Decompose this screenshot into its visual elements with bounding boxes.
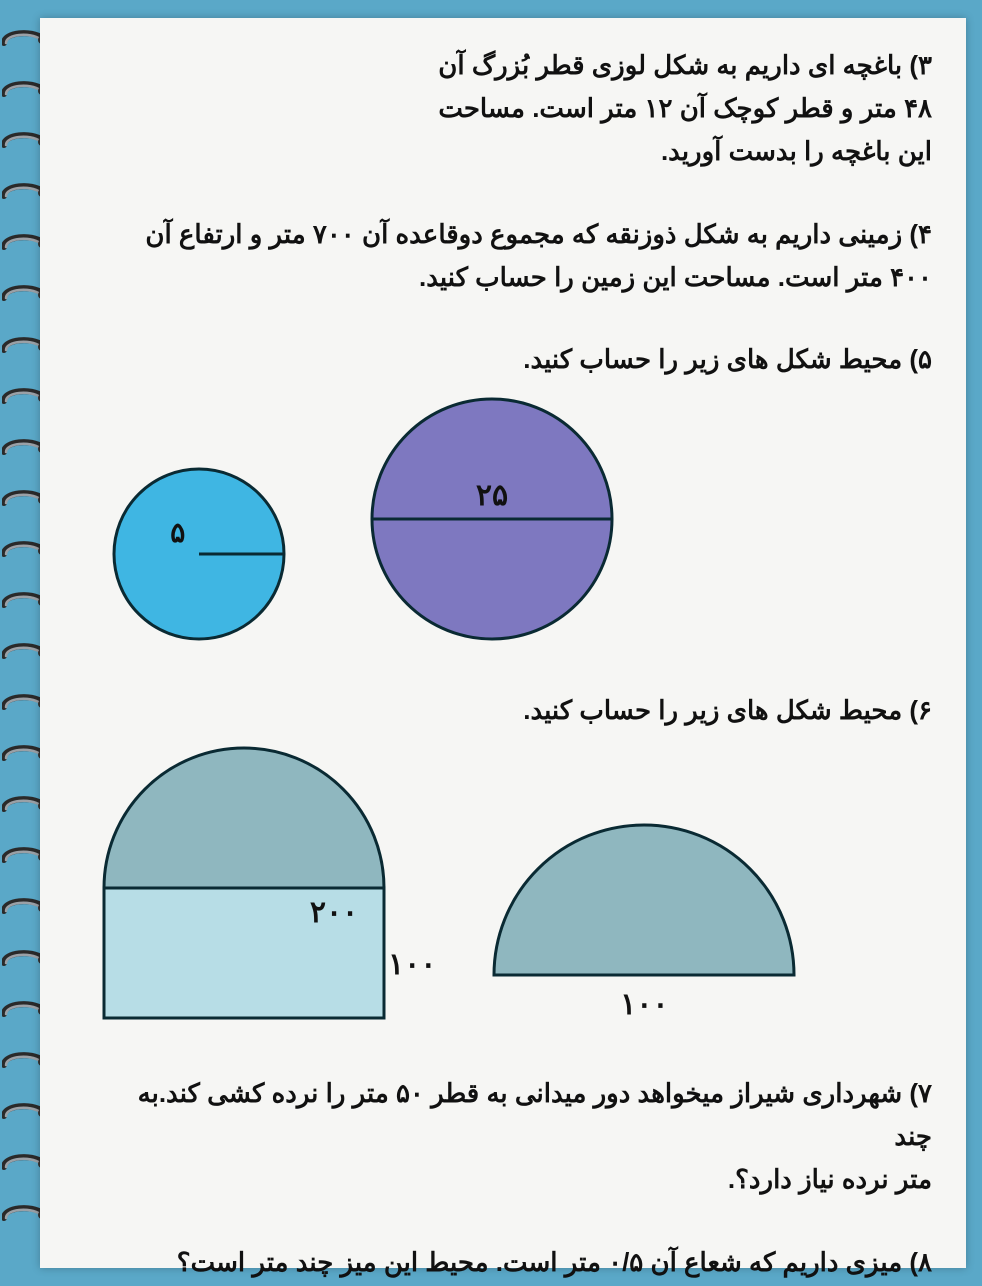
q3-line3: این باغچه را بدست آورید. <box>661 136 932 166</box>
question-5: ۵) محیط شکل های زیر را حساب کنید. <box>100 338 932 381</box>
q7-line1: ۷) شهرداری شیراز میخواهد دور میدانی به ق… <box>138 1078 932 1151</box>
q4-line2: ۴۰۰ متر است. مساحت این زمین را حساب کنید… <box>419 262 932 292</box>
q5-figures: ۵ ۲۵ <box>110 395 902 643</box>
q3-line1a: ۳) باغچه ای داریم به شکل لوزی قطر ب <box>522 50 932 80</box>
svg-text:۲۰۰: ۲۰۰ <box>310 896 358 929</box>
circle-large-svg: ۲۵ <box>368 395 616 643</box>
page: ۳) باغچه ای داریم به شکل لوزی قطر بُزرگ … <box>40 18 966 1268</box>
q6-left-label: ۱۰۰ <box>490 987 798 1022</box>
q6-text: ۶) محیط شکل های زیر را حساب کنید. <box>523 695 932 725</box>
svg-text:۲۵: ۲۵ <box>476 479 508 512</box>
q3-line1b: زرگ آن <box>438 50 522 80</box>
question-6: ۶) محیط شکل های زیر را حساب کنید. <box>100 689 932 732</box>
q6-shape-left: ۱۰۰ <box>490 821 798 1022</box>
q6-figures: ۱۰۰ ۲۰۰ ۱۰۰ <box>100 744 932 1022</box>
q6-right-height-label: ۱۰۰ <box>388 947 436 982</box>
q6-shape-right-svg: ۲۰۰ <box>100 744 388 1022</box>
question-7: ۷) شهرداری شیراز میخواهد دور میدانی به ق… <box>100 1072 932 1201</box>
q5-text: ۵) محیط شکل های زیر را حساب کنید. <box>523 344 932 374</box>
svg-text:۵: ۵ <box>170 517 185 548</box>
q6-shape-right-group: ۱۰۰ ۲۰۰ <box>100 744 440 1022</box>
q7-line2: متر نرده نیاز دارد؟. <box>728 1164 932 1194</box>
q3-line2: ۴۸ متر و قطر کوچک آن ۱۲ متر است. مساحت <box>438 93 932 123</box>
sheet: ۳) باغچه ای داریم به شکل لوزی قطر بُزرگ … <box>0 0 982 1286</box>
circle-small-svg: ۵ <box>110 465 288 643</box>
q5-circle-large: ۲۵ <box>368 395 616 643</box>
q6-shape-left-svg <box>490 821 798 979</box>
q4-line1: ۴) زمینی داریم به شکل ذوزنقه که مجموع دو… <box>145 219 932 249</box>
question-3: ۳) باغچه ای داریم به شکل لوزی قطر بُزرگ … <box>292 44 932 173</box>
q5-circle-small: ۵ <box>110 465 288 643</box>
q8-text: ۸) میزی داریم که شعاع آن ۰/۵ متر است. مح… <box>177 1247 932 1277</box>
question-4: ۴) زمینی داریم به شکل ذوزنقه که مجموع دو… <box>100 213 932 299</box>
question-8: ۸) میزی داریم که شعاع آن ۰/۵ متر است. مح… <box>100 1241 932 1284</box>
